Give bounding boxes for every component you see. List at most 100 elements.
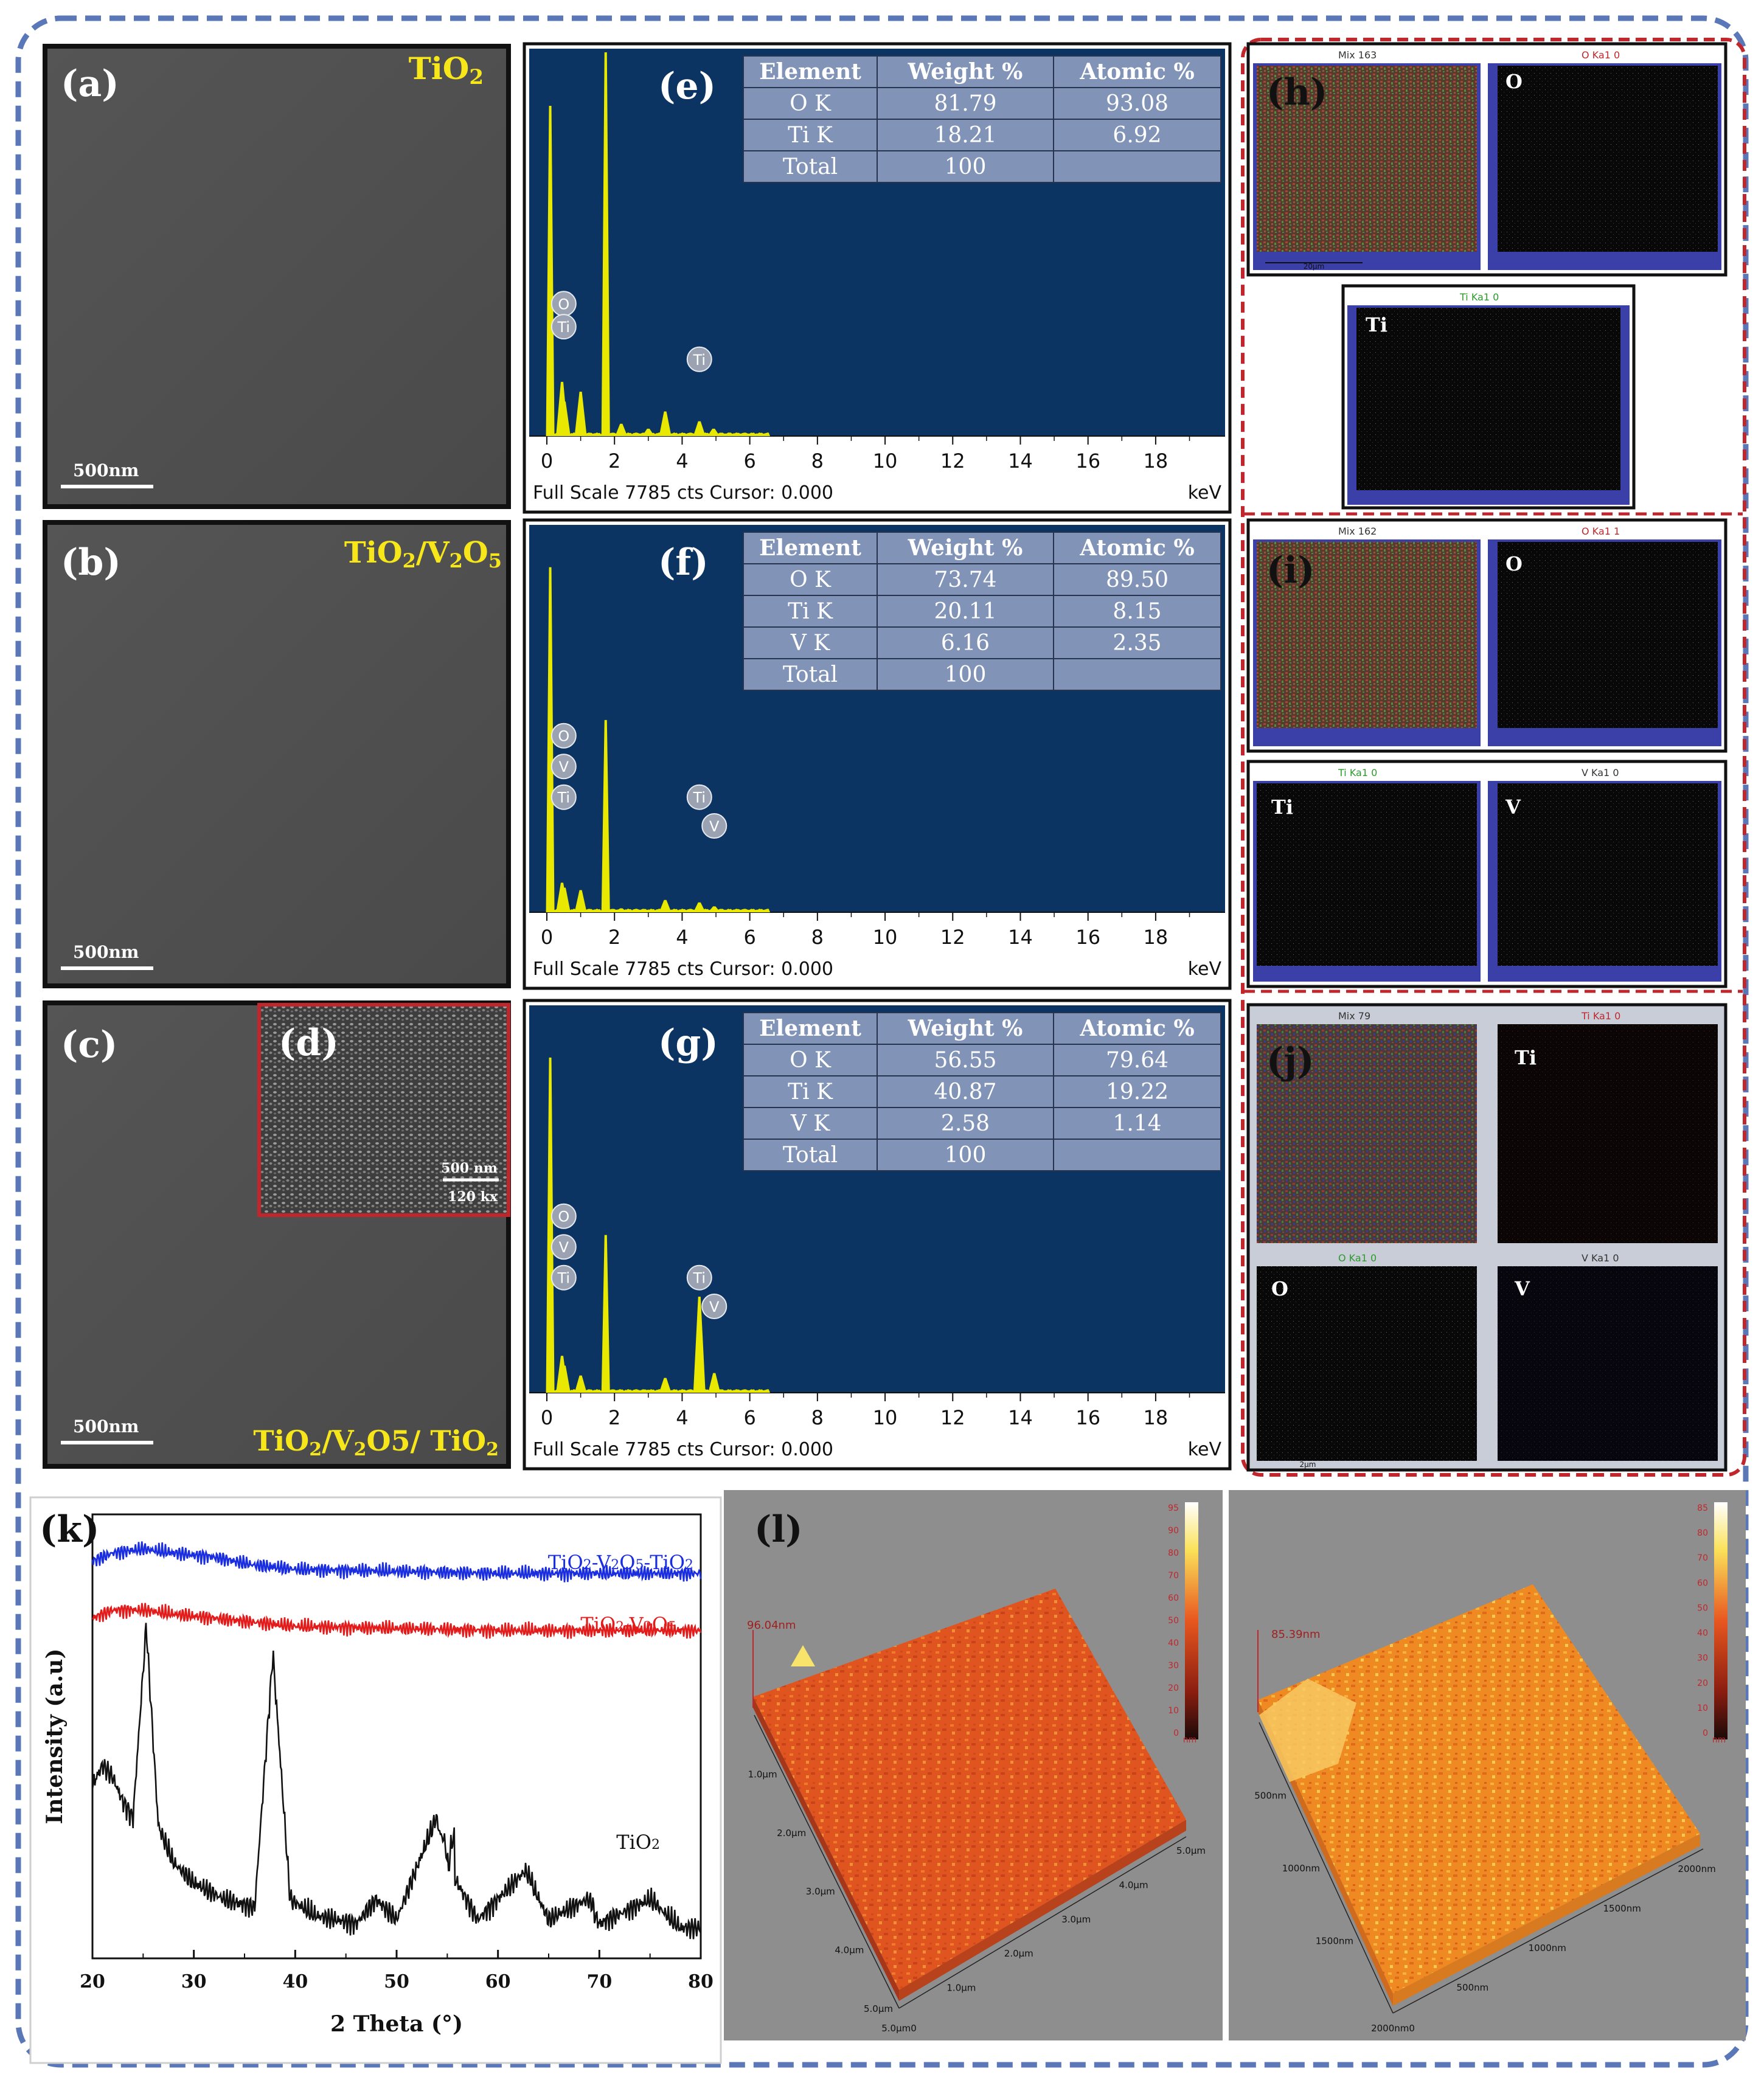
mapping-panel-j: Mix 79 Ti Ka1 0 (j) Ti O Ka1 0 V Ka1 0 O… [1246,1003,1728,1472]
panel-label-k: (k) [40,1508,99,1551]
map-v-i [1498,783,1718,966]
eds-table-value: 89.50 [1106,567,1168,592]
eds-table-value: V K [790,631,830,656]
map-o-i [1498,542,1718,728]
panel-label-j: (j) [1266,1040,1314,1083]
eds-table-value: 2.58 [941,1111,990,1136]
eds-table-value: 40.87 [934,1080,996,1104]
map-scale-h: 20µm [1304,262,1325,271]
eds-footer-left: Full Scale 7785 cts Cursor: 0.000 [533,959,833,980]
eds-table-value: V K [790,1111,830,1136]
eds-table-header: Atomic % [1079,1016,1194,1041]
xrd-tick-label: 60 [485,1971,511,1992]
panel-label-h: (h) [1266,71,1327,114]
eds-table-value: 81.79 [934,91,996,116]
afm-bar-tick: 10 [1168,1706,1179,1716]
map-mix-i [1257,542,1477,728]
eds-tick-label: 16 [1075,926,1100,949]
eds-element-marker [701,813,727,839]
eds-table-value: 100 [945,662,987,687]
eds-table-cell [877,595,1054,628]
eds-element-marker [550,1264,577,1291]
map-header-h-ti: Ti Ka1 0 [1459,291,1499,303]
xrd-series-line [91,1541,702,1583]
eds-table-value: 93.08 [1106,91,1168,116]
eds-table-header: Element [759,1016,861,1041]
sample-label-b: TiO2/V2O5 [344,536,502,572]
panel-label-eds: (g) [658,1022,718,1064]
mapping-panel-h: Mix 163 O Ka1 0 (h) O 20µm Ti Ka1 0 Ti [1246,42,1728,510]
afm-bar-tick: 0 [1703,1728,1708,1738]
afm-left-axes: 1.0µm 2.0µm 3.0µm 4.0µm 5.0µm 1.0µm 2.0µm 3.0µm… [748,1714,1206,2034]
eds-table-cell [743,55,878,88]
eds-element-marker [550,754,577,780]
eds-table-cell [877,1012,1054,1045]
afm-bar-tick: 50 [1697,1603,1708,1613]
eds-table-header: Atomic % [1079,59,1194,85]
afm-bar-tick: 80 [1697,1528,1708,1538]
eds-peak [574,1375,587,1393]
afm-axis-label: 4.0µm [835,1945,864,1956]
eds-element-marker-label: Ti [557,1270,571,1287]
sem-panel-b: (b) TiO2/V2O5 500nm [43,520,511,988]
eds-tick-label: 4 [676,449,688,473]
xrd-plot-area: 20 30 40 50 60 70 80 2 Theta (°) Intensity (a.u)… [42,1513,714,2037]
eds-table-cell [743,532,878,564]
afm-bar-tick: 0 [1173,1728,1179,1738]
eds-element-marker-label: O [558,728,569,745]
eds-table-cell [1053,87,1221,120]
eds-footer-left: Full Scale 7785 cts Cursor: 0.000 [533,1439,833,1460]
xrd-series-label: TiO2-V2O5-TiO2 [548,1551,693,1574]
afm-axis-label: 2000nm [1678,1863,1715,1874]
sample-label-c: TiO2/V2O5/ TiO2 [253,1424,499,1460]
afm-axis-label: 2.0µm [777,1828,806,1839]
eds-tick-label: 18 [1144,449,1168,473]
afm-axis-label: 1000nm [1282,1863,1320,1874]
eds-element-marker-label: V [709,818,720,835]
eds-peak [707,428,720,436]
eds-tick-label: 10 [873,449,898,473]
eds-tick-label: 4 [676,1406,688,1429]
eds-table-cell [1053,563,1221,596]
afm-bar-tick: 60 [1697,1578,1708,1588]
eds-table-cell [743,1044,878,1076]
afm-bar-tick: 10 [1697,1704,1708,1713]
afm-axis-label: 500nm [1254,1791,1287,1801]
afm-bar-tick: 80 [1168,1548,1179,1558]
eds-element-marker-label: Ti [692,789,706,806]
eds-tick-label: 2 [608,1406,620,1429]
eds-table-value: 18.21 [934,123,996,148]
eds-tick-label: 14 [1008,1406,1033,1429]
eds-peak [615,908,628,912]
panel-label-i: (i) [1266,549,1315,592]
eds-tick-label: 16 [1075,449,1100,473]
eds-element-marker-label: V [559,1239,569,1256]
afm-right-zmax: 85.39nm [1271,1628,1320,1641]
eds-peak [642,428,655,436]
eds-table-value: 73.74 [934,567,996,592]
afm-axis-label: 3.0µm [806,1886,835,1897]
eds-table-cell [877,119,1054,151]
eds-peak [615,423,628,436]
eds-peak [546,1057,555,1393]
map-ti-j [1498,1024,1718,1243]
afm-axis-label: 1500nm [1316,1936,1353,1947]
xrd-series-line [91,1623,702,1940]
afm-axis-label: 5.0µm [1176,1845,1206,1856]
map-ti-i [1257,783,1477,966]
eds-element-marker [550,1203,577,1229]
xrd-series-line [92,1603,702,1639]
eds-table-cell [877,658,1054,691]
eds-tick-label: 18 [1144,926,1168,949]
eds-element-marker [550,723,577,749]
afm-axis-label: 2.0µm [1004,1948,1033,1959]
inset-scale-text: 500 nm [441,1160,498,1176]
eds-table-value: 6.92 [1113,123,1161,148]
eds-panel-f: 0 2 4 6 8 10 12 14 16 18 Full Scale 7785 cts Curso… [523,518,1232,990]
afm-axis-label: 500nm [1457,1982,1489,1993]
map-header-h-mix: Mix 163 [1338,49,1377,61]
eds-peak [723,432,736,436]
map-header-i-mix: Mix 162 [1338,525,1377,537]
panel-label-l: (l) [754,1508,803,1551]
eds-peak [693,421,706,436]
